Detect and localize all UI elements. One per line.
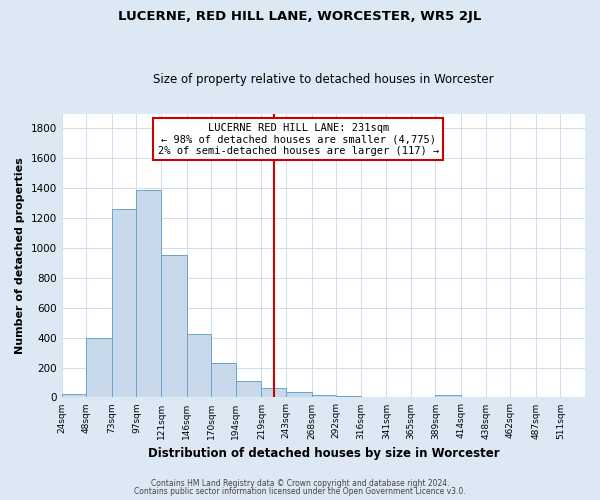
Bar bbox=[86, 338, 112, 398]
Text: Contains public sector information licensed under the Open Government Licence v3: Contains public sector information licen… bbox=[134, 487, 466, 496]
Text: LUCERNE RED HILL LANE: 231sqm
← 98% of detached houses are smaller (4,775)
2% of: LUCERNE RED HILL LANE: 231sqm ← 98% of d… bbox=[158, 122, 439, 156]
Bar bbox=[112, 209, 136, 398]
Bar bbox=[336, 396, 361, 398]
Bar bbox=[386, 396, 411, 398]
Title: Size of property relative to detached houses in Worcester: Size of property relative to detached ho… bbox=[153, 73, 494, 86]
Bar bbox=[286, 392, 311, 398]
Bar bbox=[187, 334, 211, 398]
Text: LUCERNE, RED HILL LANE, WORCESTER, WR5 2JL: LUCERNE, RED HILL LANE, WORCESTER, WR5 2… bbox=[118, 10, 482, 23]
Text: Contains HM Land Registry data © Crown copyright and database right 2024.: Contains HM Land Registry data © Crown c… bbox=[151, 478, 449, 488]
Bar bbox=[311, 395, 336, 398]
Bar bbox=[62, 394, 86, 398]
Y-axis label: Number of detached properties: Number of detached properties bbox=[15, 157, 25, 354]
X-axis label: Distribution of detached houses by size in Worcester: Distribution of detached houses by size … bbox=[148, 447, 499, 460]
Bar bbox=[361, 396, 386, 398]
Bar bbox=[236, 381, 262, 398]
Bar bbox=[136, 190, 161, 398]
Bar bbox=[161, 256, 187, 398]
Bar bbox=[262, 388, 286, 398]
Bar bbox=[211, 363, 236, 398]
Bar bbox=[436, 395, 461, 398]
